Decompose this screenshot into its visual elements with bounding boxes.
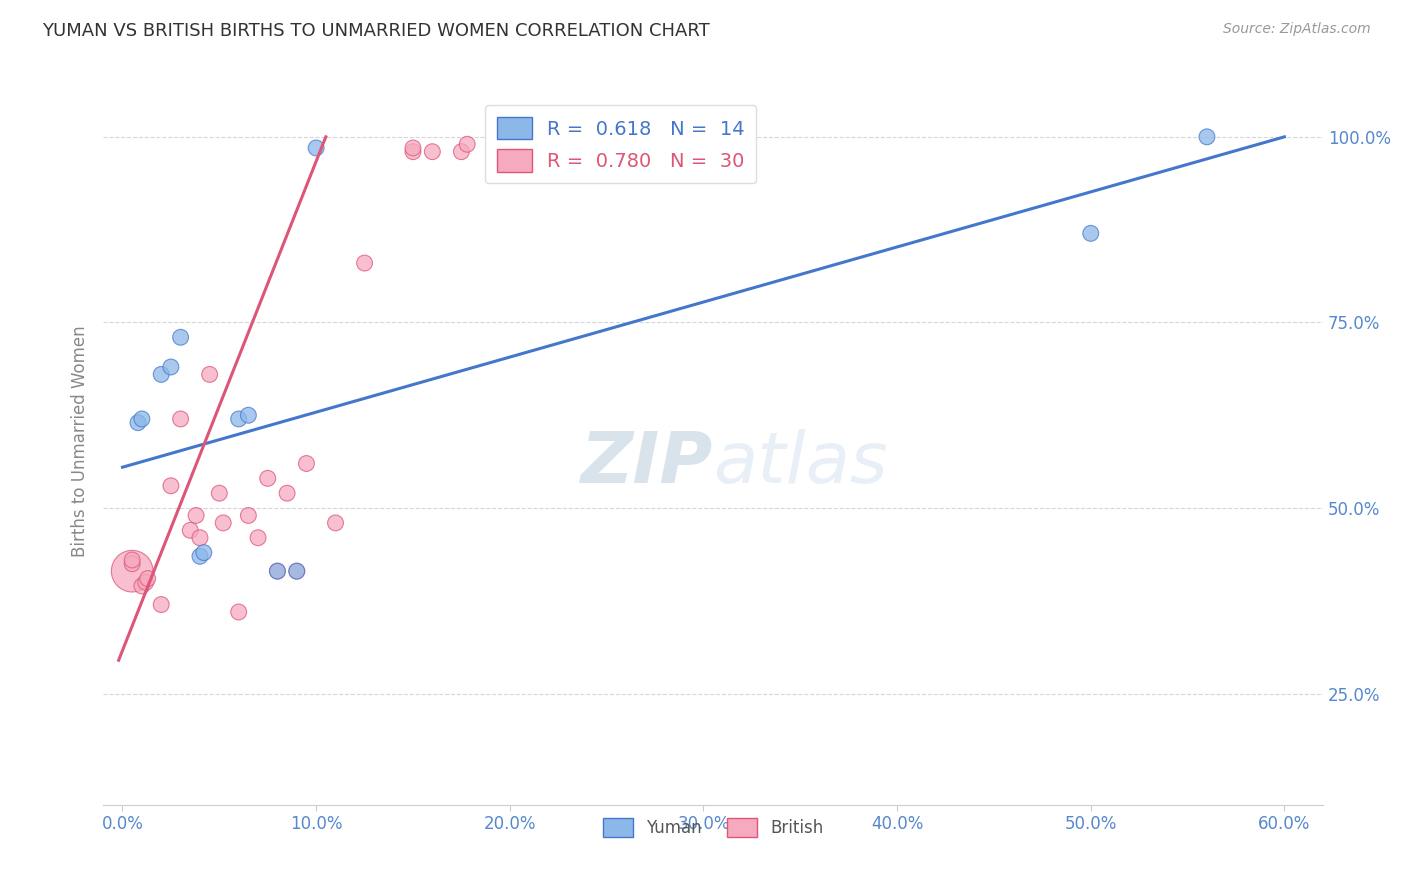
Point	[150, 598, 173, 612]
Point	[212, 516, 235, 530]
Point	[188, 549, 211, 564]
Point	[228, 605, 250, 619]
Text: Source: ZipAtlas.com: Source: ZipAtlas.com	[1223, 22, 1371, 37]
Point	[402, 145, 425, 159]
Point	[247, 531, 270, 545]
Point	[285, 564, 308, 578]
Point	[169, 412, 191, 426]
Text: ZIP: ZIP	[581, 428, 713, 498]
Point	[456, 137, 478, 152]
Point	[305, 141, 328, 155]
Point	[131, 579, 153, 593]
Point	[1195, 129, 1218, 144]
Point	[179, 524, 201, 538]
Point	[160, 479, 183, 493]
Y-axis label: Births to Unmarried Women: Births to Unmarried Women	[72, 326, 89, 557]
Point	[420, 145, 443, 159]
Point	[353, 256, 375, 270]
Point	[325, 516, 347, 530]
Point	[1080, 227, 1102, 241]
Point	[238, 508, 260, 523]
Point	[184, 508, 207, 523]
Point	[121, 557, 143, 571]
Point	[208, 486, 231, 500]
Point	[135, 575, 157, 590]
Point	[150, 368, 173, 382]
Point	[450, 145, 472, 159]
Point	[193, 545, 215, 559]
Point	[276, 486, 298, 500]
Point	[127, 416, 149, 430]
Point	[256, 471, 278, 485]
Point	[228, 412, 250, 426]
Point	[266, 564, 288, 578]
Point	[295, 457, 318, 471]
Legend: Yuman, British: Yuman, British	[596, 812, 830, 844]
Point	[169, 330, 191, 344]
Point	[136, 572, 159, 586]
Point	[285, 564, 308, 578]
Point	[188, 531, 211, 545]
Point	[121, 564, 143, 578]
Point	[402, 141, 425, 155]
Text: YUMAN VS BRITISH BIRTHS TO UNMARRIED WOMEN CORRELATION CHART: YUMAN VS BRITISH BIRTHS TO UNMARRIED WOM…	[42, 22, 710, 40]
Point	[266, 564, 288, 578]
Point	[198, 368, 221, 382]
Point	[121, 553, 143, 567]
Point	[131, 412, 153, 426]
Text: atlas: atlas	[713, 428, 887, 498]
Point	[238, 409, 260, 423]
Point	[160, 359, 183, 374]
